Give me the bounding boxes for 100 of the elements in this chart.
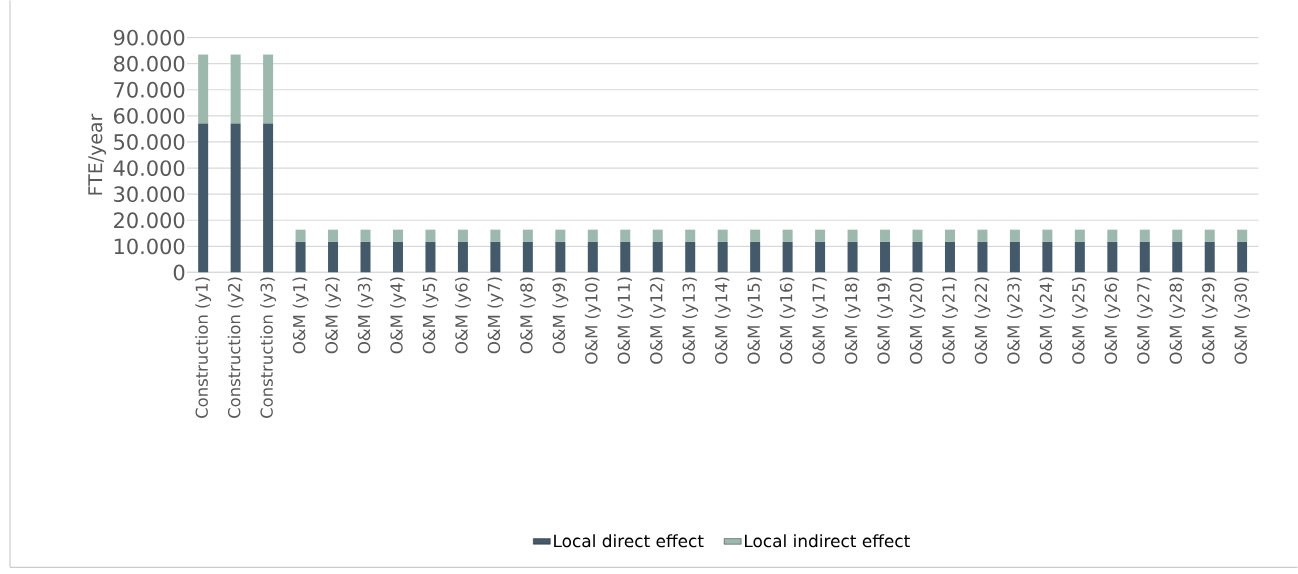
bar [750,241,761,273]
x-tick-label: Construction (y1) [195,277,212,418]
x-tick-label: O&M (y14) [714,277,731,364]
bar [1139,241,1150,273]
x-tick-label: O&M (y27) [1136,277,1153,364]
x-tick-label: O&M (y6) [454,277,471,354]
x-tick-label: O&M (y19) [877,277,893,364]
y-tick-label: 20.000 [114,212,185,229]
x-tick-label: O&M (y2) [325,277,341,354]
x-tick-label: O&M (y13) [682,277,699,364]
y-tick-label: 50.000 [114,133,185,150]
bar [782,229,793,242]
bar [328,229,339,242]
bar [1172,241,1183,273]
legend-label: Local direct effect [554,534,704,548]
y-tick-label: 90.000 [113,29,185,46]
bar [652,241,663,273]
bar [1237,229,1248,242]
x-tick-label: O&M (y28) [1169,277,1186,364]
bar [620,241,631,273]
x-tick-label: O&M (y15) [747,277,764,364]
x-tick-label: O&M (y10) [584,277,601,364]
bar [425,241,436,273]
bar [1107,229,1118,242]
bar [944,229,955,242]
bar [944,241,955,273]
bar [522,229,533,242]
x-tick-label: O&M (y26) [1104,277,1121,364]
bar [815,241,826,273]
bar [847,241,858,273]
bar [1107,241,1118,273]
bar [1042,241,1053,273]
x-tick-label: O&M (y20) [909,277,926,364]
bar [425,229,436,242]
bar [1074,229,1085,242]
bar [977,241,988,273]
bar [685,241,696,273]
bar [555,229,566,242]
x-tick-label: O&M (y5) [422,277,439,354]
bar [1074,241,1085,273]
bar [198,123,209,273]
x-tick-label: O&M (y8) [519,277,536,354]
bar [490,229,501,242]
x-tick-label: O&M (y21) [942,277,958,364]
bar [328,241,339,273]
bar [880,229,891,242]
x-tick-label: O&M (y29) [1201,277,1218,364]
bar [457,241,468,273]
x-tick-label: O&M (y9) [552,277,569,354]
x-tick-label: O&M (y24) [1039,277,1056,364]
x-tick-label: O&M (y7) [487,277,504,354]
bar [1204,229,1215,242]
y-axis-title: FTE/year [88,113,107,195]
bar [815,229,826,242]
x-tick-label: O&M (y22) [974,277,991,364]
bar [587,241,598,273]
x-tick-label: O&M (y16) [779,277,796,364]
bar [782,241,793,273]
bar [652,229,663,242]
bar [490,241,501,273]
bar [620,229,631,242]
x-tick-label: O&M (y4) [390,277,406,354]
bar [717,229,728,242]
bar [392,229,403,242]
x-tick-label: O&M (y1) [292,277,309,354]
x-tick-label: Construction (y3) [260,277,277,418]
bar [880,241,891,273]
y-tick-label: 0 [173,264,185,281]
x-tick-label: O&M (y11) [617,277,634,364]
bar [263,54,274,124]
bar [1237,241,1248,273]
x-tick-label: O&M (y25) [1071,277,1088,364]
bar [1009,229,1020,242]
bar [977,229,988,242]
bar [198,54,209,124]
y-tick-label: 60.000 [114,107,185,124]
bar [263,123,274,273]
bar [360,229,371,242]
x-tick-label: O&M (y30) [1234,277,1251,364]
y-tick-label: 40.000 [113,160,185,176]
x-tick-label: O&M (y18) [844,277,861,364]
bar [522,241,533,273]
bar [360,241,371,273]
x-tick-label: O&M (y3) [357,277,374,354]
y-tick-label: 30.000 [114,186,185,202]
legend-label: Local indirect effect [745,534,910,548]
bar [1204,241,1215,273]
bar [1009,241,1020,273]
bar [1139,229,1150,242]
bar [457,229,468,242]
y-tick-label: 70.000 [114,81,185,98]
x-tick-label: O&M (y12) [649,277,666,364]
bar [1172,229,1183,242]
x-tick-label: O&M (y17) [812,277,829,364]
y-tick-label: 10.000 [114,238,185,255]
x-tick-label: O&M (y23) [1006,277,1023,364]
bar [685,229,696,242]
bar [295,229,306,242]
bar [230,123,241,273]
bar [1042,229,1053,242]
